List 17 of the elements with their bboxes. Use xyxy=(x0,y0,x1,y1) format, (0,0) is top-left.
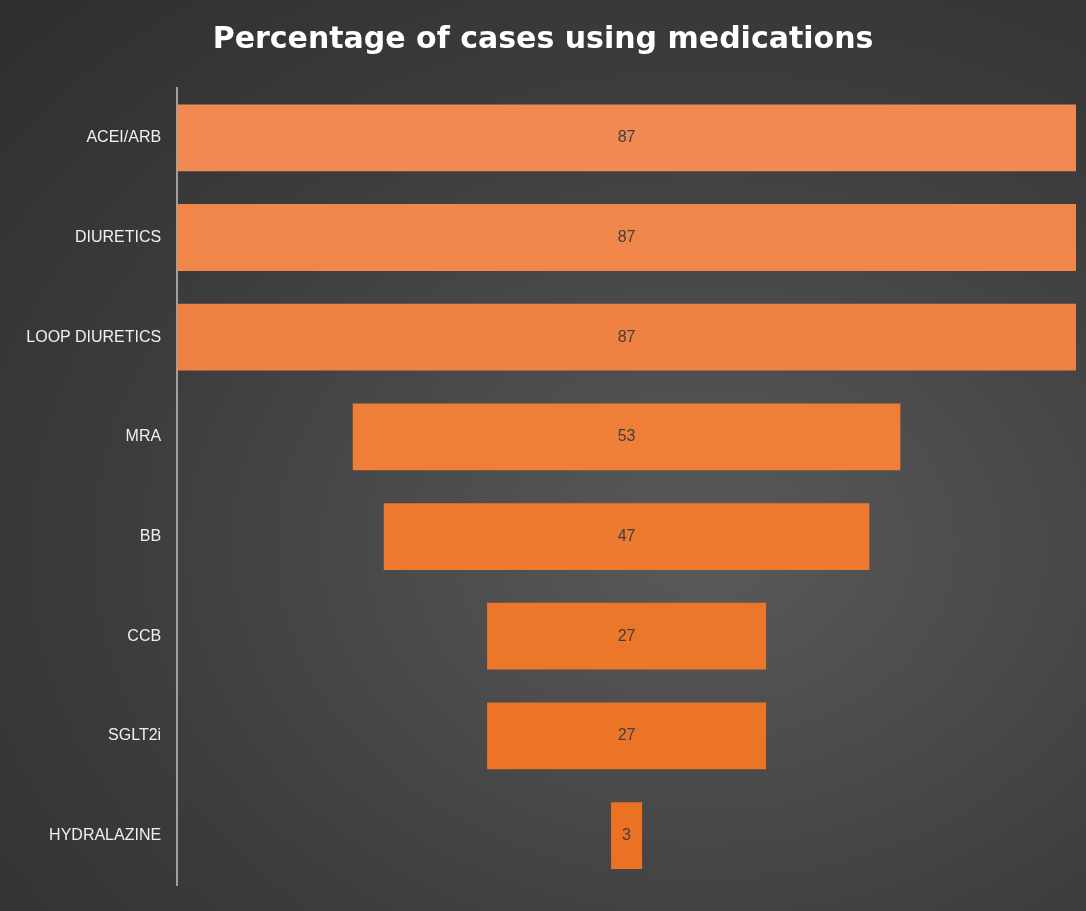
data-label: 87 xyxy=(617,227,636,245)
category-label: CCB xyxy=(127,626,162,644)
category-label: MRA xyxy=(125,427,162,445)
category-label: BB xyxy=(139,526,162,544)
text: Percentage of cases using medications xyxy=(212,19,874,55)
data-label: 27 xyxy=(617,726,636,744)
category-label: SGLT2i xyxy=(108,726,162,744)
category-label: HYDRALAZINE xyxy=(49,825,162,843)
category-label: DIURETICS xyxy=(74,227,162,245)
data-label: 87 xyxy=(617,327,636,345)
data-label: 47 xyxy=(617,526,636,544)
data-label: 3 xyxy=(622,825,632,843)
category-label: ACEI/ARB xyxy=(86,128,162,146)
data-label: 53 xyxy=(617,427,636,445)
data-label: 87 xyxy=(617,128,636,146)
category-label: LOOP DIURETICS xyxy=(26,327,162,345)
data-label: 27 xyxy=(617,626,636,644)
